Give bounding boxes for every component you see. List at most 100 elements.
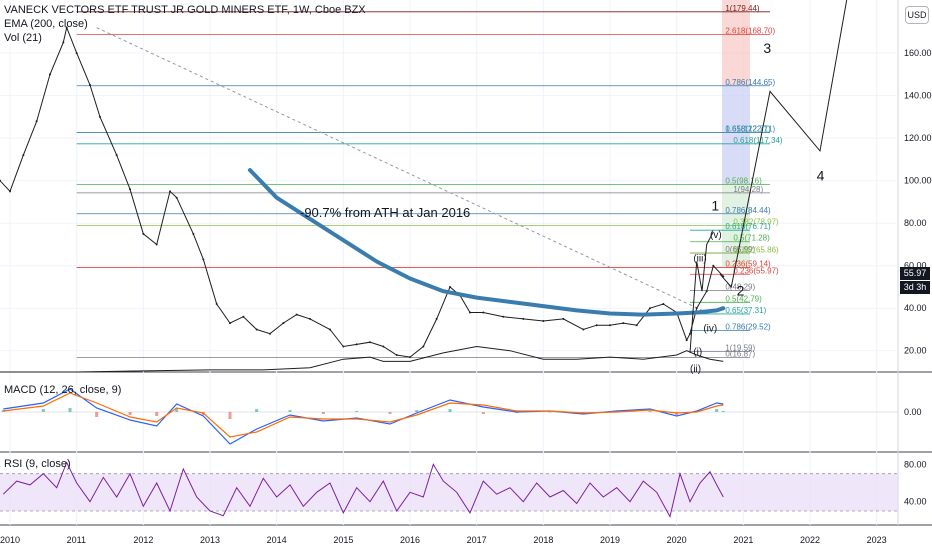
price-point [295, 313, 298, 316]
price-point [35, 120, 38, 123]
price-point [635, 324, 638, 327]
price-point [522, 317, 525, 320]
price-point [309, 317, 311, 320]
chart-annotation: (iii) [693, 253, 706, 264]
price-point [282, 322, 285, 325]
currency-button[interactable]: USD [905, 6, 929, 24]
fib-level-label: 0.65(37.31) [725, 306, 766, 315]
x-tick-label: 2018 [533, 535, 553, 545]
price-point [369, 341, 371, 344]
x-tick-label: 2011 [67, 535, 86, 545]
price-point [0, 179, 1, 182]
price-point [409, 356, 411, 359]
fib-level-label: 1.618(122.71) [725, 124, 775, 133]
fib-level-label: 0.5(42.79) [725, 294, 762, 303]
price-point [65, 26, 68, 29]
price-point [202, 258, 205, 261]
rsi-tick-label: 40.00 [904, 497, 927, 507]
y-tick-label: 160.00 [904, 48, 932, 58]
x-tick-label: 2013 [200, 535, 220, 545]
price-point [155, 243, 158, 246]
macd-histogram-bar [355, 411, 359, 412]
price-point [685, 339, 688, 342]
price-point [422, 345, 425, 348]
y-tick-label: 120.00 [904, 133, 932, 143]
fib-level-label: 0(48.29) [725, 283, 755, 292]
fib-level-label: 1(94.28) [733, 185, 763, 194]
y-tick-label: 140.00 [904, 91, 932, 101]
price-point [22, 154, 25, 157]
macd-histogram-bar [648, 411, 652, 412]
price-point [175, 196, 178, 199]
price-point [382, 345, 385, 348]
fib-level-label: 0.236(59.14) [725, 260, 771, 269]
price-point [712, 264, 715, 267]
macd-histogram-bar [321, 412, 325, 414]
price-point [75, 52, 78, 55]
chart-annotation: 2 [737, 282, 745, 298]
price-point [582, 328, 585, 331]
price-point [662, 302, 665, 305]
y-tick-label: 100.00 [904, 176, 932, 186]
macd-histogram-bar [721, 411, 725, 412]
macd-histogram-bar [548, 412, 552, 413]
price-point [482, 311, 485, 314]
price-line [0, 25, 724, 358]
fib-level-label: 0.65(122.71) [725, 124, 771, 133]
price-point [449, 285, 451, 288]
x-tick-label: 2023 [867, 535, 887, 545]
x-tick-label: 2022 [800, 535, 820, 545]
macd-tick-label: 0.00 [904, 407, 922, 417]
price-point [622, 322, 625, 325]
price-point [49, 73, 51, 76]
macd-histogram-bar [448, 409, 452, 412]
elliott-impulse-path [689, 231, 714, 353]
price-point [242, 315, 245, 318]
rsi-legend: RSI (9, close) [4, 458, 71, 470]
fib-level-label: 0.382(78.97) [733, 217, 779, 226]
macd-histogram-bar [228, 412, 232, 419]
macd-line [3, 388, 724, 445]
x-tick-label: 2019 [600, 535, 620, 545]
x-tick-label: 2020 [667, 535, 687, 545]
price-point [89, 84, 91, 87]
y-tick-label: 80.00 [904, 218, 927, 228]
macd-histogram-bar [715, 409, 719, 412]
fib-level-label: 1(179.44) [725, 4, 760, 13]
y-tick-label: 40.00 [904, 303, 927, 313]
price-point [9, 190, 11, 193]
chart-annotation: (iv) [703, 324, 717, 335]
chart-annotation: 1 [711, 197, 719, 213]
y-tick-label: 60.00 [904, 261, 927, 271]
macd-histogram-bar [481, 412, 485, 414]
chart-annotation: 3 [763, 40, 771, 56]
macd-signal-line [3, 392, 724, 438]
price-point [215, 302, 218, 305]
price-point [542, 319, 545, 322]
symbol-title: VANECK VECTORS ETF TRUST JR GOLD MINERS … [4, 4, 366, 16]
price-point [562, 317, 565, 320]
price-point [695, 307, 698, 310]
fib-level-label: 0(65.99) [725, 245, 755, 254]
chart-annotation: (i) [693, 347, 702, 358]
price-point [169, 190, 171, 193]
x-tick-label: 2015 [333, 535, 353, 545]
price-point [329, 328, 331, 331]
price-point [192, 232, 195, 235]
price-point [62, 41, 65, 44]
fib-level-label: 0.786(29.52) [725, 323, 771, 332]
x-tick-label: 2012 [133, 535, 153, 545]
macd-histogram-bar [128, 412, 132, 415]
macd-histogram-bar [175, 408, 179, 412]
price-point [342, 345, 345, 348]
price-point [99, 115, 101, 118]
volume-baseline-line [0, 345, 724, 373]
price-point [502, 315, 505, 318]
x-tick-label: 2017 [467, 535, 487, 545]
price-point [689, 332, 691, 335]
macd-histogram-bar [255, 409, 259, 412]
chart-annotation: 4 [817, 168, 825, 184]
countdown-tag: 3d 3h [900, 281, 930, 295]
chart-annotation: (v) [710, 230, 722, 241]
fib-level-label: 0.382(65.86) [733, 245, 779, 254]
